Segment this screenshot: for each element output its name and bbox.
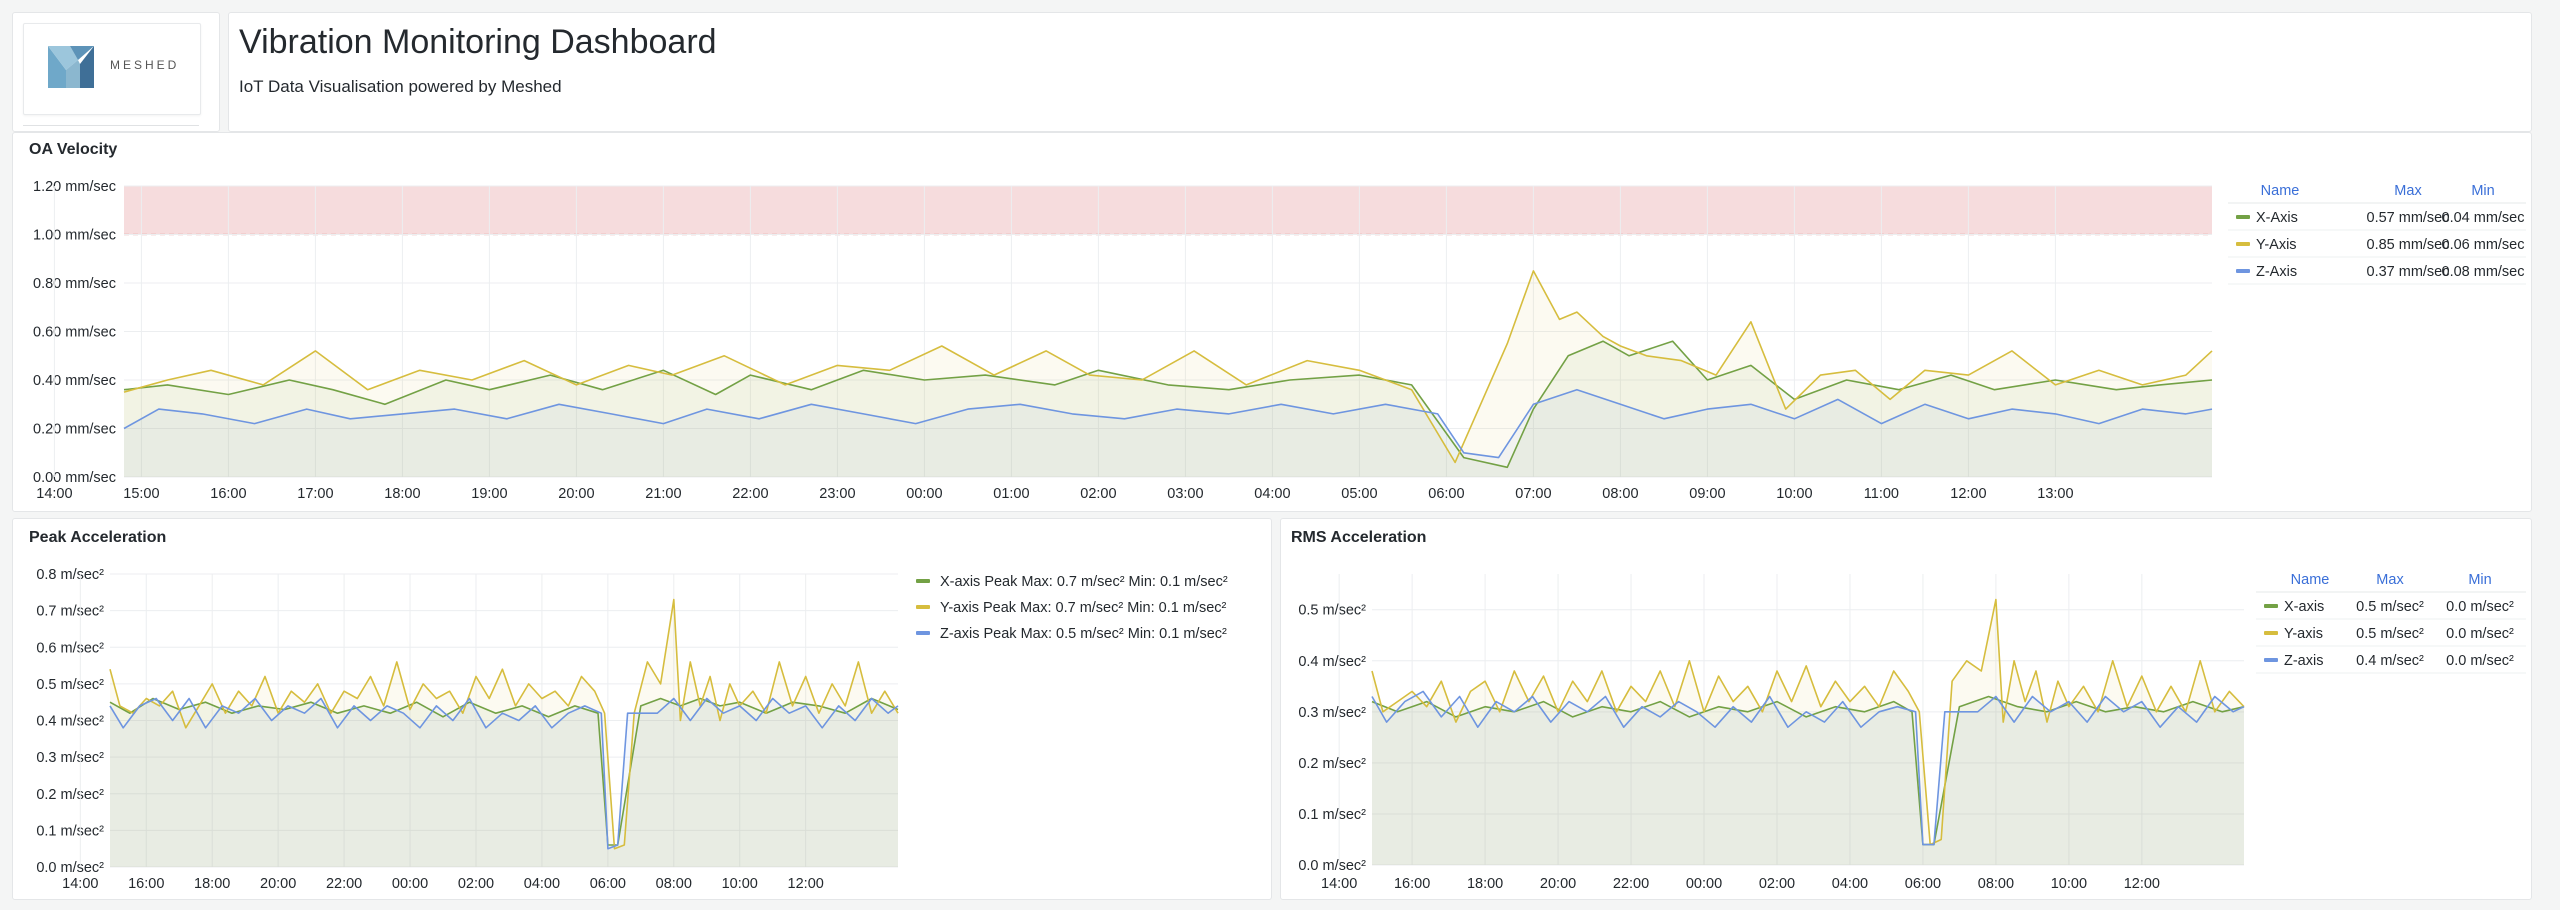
oa-y-tick-label: 0.60 mm/sec (33, 325, 116, 341)
oa-line-x-axis (123, 340, 2213, 469)
oa-x-tick-label: 03:00 (1167, 486, 1203, 502)
oa-x-tick-label: 13:00 (2037, 486, 2073, 502)
oa-x-tick-label: 08:00 (1602, 486, 1638, 502)
rms-acceleration-panel: RMS Acceleration (1280, 518, 2532, 900)
oa-area-x-axis (124, 341, 2212, 477)
logo-panel: MESHED (12, 12, 220, 132)
oa-chart: 0.00 mm/sec 0.20 mm/sec 0.40 mm/sec 0.60 mm… (33, 179, 2213, 502)
oa-x-tick-label: 21:00 (645, 486, 681, 502)
oa-x-tick-label: 04:00 (1254, 486, 1290, 502)
oa-threshold-band (124, 186, 2212, 235)
peak-acceleration-title: Peak Acceleration (29, 529, 167, 546)
header-panel: Vibration Monitoring Dashboard IoT Data … (228, 12, 2532, 132)
oa-x-tick-label: 14:00 (36, 486, 72, 502)
oa-x-tick-label: 09:00 (1689, 486, 1725, 502)
oa-x-tick-label: 00:00 (906, 486, 942, 502)
oa-area-y-axis (124, 270, 2212, 477)
oa-x-tick-label: 23:00 (819, 486, 855, 502)
oa-x-tick-label: 15:00 (123, 486, 159, 502)
oa-x-tick-label: 07:00 (1515, 486, 1551, 502)
oa-area-z-axis (124, 389, 2212, 477)
page-title: Vibration Monitoring Dashboard (239, 23, 717, 61)
oa-x-tick-label: 02:00 (1080, 486, 1116, 502)
logo-text: MESHED (110, 58, 180, 72)
oa-x-tick-label: 12:00 (1950, 486, 1986, 502)
meshed-logo-icon (48, 46, 94, 88)
oa-x-tick-label: 11:00 (1864, 486, 1899, 502)
oa-x-tick-label: 18:00 (384, 486, 420, 502)
oa-x-tick-label: 20:00 (558, 486, 594, 502)
oa-y-tick-label: 1.20 mm/sec (33, 179, 116, 195)
oa-line-y-axis (123, 270, 2213, 464)
rms-acceleration-title: RMS Acceleration (1291, 529, 1427, 546)
oa-x-tick-label: 17:00 (297, 486, 333, 502)
oa-y-tick-label: 0.00 mm/sec (33, 470, 116, 486)
oa-x-tick-label: 06:00 (1428, 486, 1464, 502)
oa-y-tick-label: 0.40 mm/sec (33, 373, 116, 389)
oa-line-z-axis (123, 388, 2213, 459)
oa-x-tick-label: 05:00 (1341, 486, 1377, 502)
oa-y-tick-label: 1.00 mm/sec (33, 228, 116, 244)
oa-y-tick-label: 0.80 mm/sec (33, 276, 116, 292)
oa-y-tick-label: 0.20 mm/sec (33, 422, 116, 438)
oa-x-tick-label: 16:00 (210, 486, 246, 502)
peak-acceleration-panel: Peak Acceleration (12, 518, 1272, 900)
oa-velocity-title: OA Velocity (29, 141, 118, 158)
logo-card: MESHED (23, 23, 201, 115)
logo-divider (23, 125, 199, 126)
oa-x-tick-label: 19:00 (471, 486, 507, 502)
oa-x-tick-label: 01:00 (993, 486, 1029, 502)
oa-x-tick-label: 22:00 (732, 486, 768, 502)
page-subtitle: IoT Data Visualisation powered by Meshed (239, 77, 562, 96)
oa-x-tick-label: 10:00 (1776, 486, 1812, 502)
